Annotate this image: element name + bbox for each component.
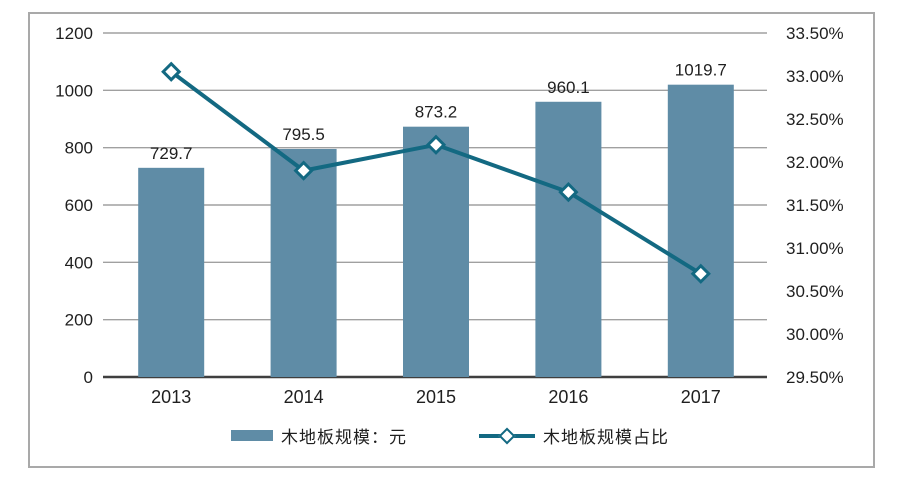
line-series-swatch-icon xyxy=(479,427,535,444)
bar-value-label: 1019.7 xyxy=(675,61,727,80)
bar-value-label: 960.1 xyxy=(547,78,590,97)
bar-2014 xyxy=(270,148,337,377)
bar-2015 xyxy=(403,126,469,377)
legend: 木地板规模：元 木地板规模占比 xyxy=(0,423,900,448)
left-axis-tick-label: 0 xyxy=(84,368,93,387)
x-axis-label: 2016 xyxy=(548,387,588,407)
diamond-marker-2017 xyxy=(690,263,711,284)
diamond-marker-2015 xyxy=(425,134,447,155)
left-axis-tick-label: 1200 xyxy=(55,24,93,43)
right-axis-tick-label: 31.50% xyxy=(786,196,844,215)
right-axis-tick-label: 33.00% xyxy=(786,67,844,86)
legend-item-line-series: 木地板规模占比 xyxy=(479,423,669,448)
left-axis-tick-label: 600 xyxy=(65,196,93,215)
right-axis-tick-label: 33.50% xyxy=(786,24,844,43)
right-axis-tick-label: 32.00% xyxy=(786,153,844,172)
left-axis-tick-label: 800 xyxy=(65,139,93,158)
diamond-marker-2016 xyxy=(558,181,579,203)
bar-value-label: 873.2 xyxy=(415,103,458,122)
x-axis-label: 2015 xyxy=(416,387,456,407)
left-axis-tick-label: 1000 xyxy=(55,81,93,100)
x-axis-label: 2013 xyxy=(151,387,191,407)
bar-series-swatch-icon xyxy=(231,430,273,441)
left-axis-tick-label: 200 xyxy=(65,311,93,330)
bar-2016 xyxy=(535,101,602,377)
bar-2017 xyxy=(667,84,734,377)
bar-2013 xyxy=(138,167,205,377)
right-axis-tick-label: 30.00% xyxy=(786,325,844,344)
diamond-marker-icon xyxy=(498,427,516,444)
bar-series-label: 木地板规模：元 xyxy=(281,428,407,447)
right-axis-tick-label: 30.50% xyxy=(786,282,844,301)
bar-value-label: 729.7 xyxy=(150,144,193,163)
x-axis-label: 2014 xyxy=(284,387,324,407)
x-axis-label: 2017 xyxy=(681,387,721,407)
diamond-marker-2013 xyxy=(161,61,182,82)
left-axis-tick-label: 400 xyxy=(65,253,93,272)
right-axis-tick-label: 32.50% xyxy=(786,110,844,129)
bar-value-label: 795.5 xyxy=(282,125,325,144)
line-series-label: 木地板规模占比 xyxy=(543,428,669,447)
legend-item-bar-series: 木地板规模：元 xyxy=(231,423,407,448)
right-axis-tick-label: 29.50% xyxy=(786,368,844,387)
right-axis-tick-label: 31.00% xyxy=(786,239,844,258)
diamond-marker-2014 xyxy=(293,160,314,181)
